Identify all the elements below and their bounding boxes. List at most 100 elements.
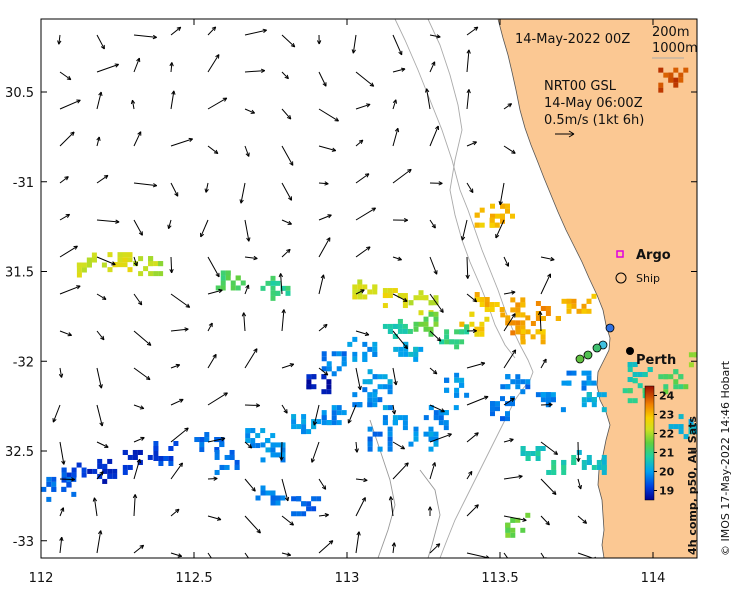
sst-pixel (627, 388, 633, 394)
sst-pixel (459, 377, 465, 383)
current-arrow (59, 71, 72, 81)
sst-pixel (730, 198, 735, 203)
sst-pixel (688, 424, 694, 430)
sst-pixel (561, 469, 567, 475)
sst-pixel (505, 374, 511, 380)
argo-marker-icon (616, 250, 624, 258)
sst-pixel (484, 307, 490, 313)
sst-pixel (275, 290, 281, 296)
sst-pixel (321, 420, 327, 426)
sst-pixel (331, 415, 337, 421)
sst-pixel (280, 442, 286, 448)
sst-pixel (270, 280, 276, 286)
sst-pixel (500, 416, 505, 422)
sst-pixel (479, 302, 485, 308)
sst-pixel (362, 284, 368, 290)
city-label: Perth (636, 353, 676, 368)
sst-pixel (704, 191, 709, 196)
sst-pixel (490, 203, 495, 209)
sst-pixel (566, 298, 572, 304)
sst-pixel (234, 459, 240, 465)
sst-pixel (250, 443, 256, 449)
sst-pixel (275, 442, 281, 448)
sst-pixel (81, 472, 87, 478)
sst-pixel (494, 222, 500, 228)
sst-pixel (367, 446, 373, 452)
current-arrow (429, 256, 438, 275)
sst-pixel (530, 320, 536, 326)
sst-pixel (688, 419, 694, 425)
sst-pixel (362, 351, 368, 357)
sst-pixel (382, 303, 388, 309)
current-arrow (466, 328, 477, 334)
sst-pixel (397, 323, 403, 329)
current-arrow (392, 34, 403, 56)
sst-pixel (591, 402, 597, 408)
sst-pixel (490, 401, 495, 407)
current-arrow (466, 49, 471, 73)
sst-pixel (250, 438, 256, 444)
current-arrow (355, 330, 370, 336)
sst-pixel (515, 307, 521, 313)
colorbar-tick-label: 19 (659, 485, 674, 498)
sst-pixel (270, 447, 276, 453)
current-arrow (281, 552, 292, 557)
sst-pixel (265, 438, 271, 444)
sst-pixel (428, 326, 434, 332)
current-arrow (239, 182, 246, 204)
current-arrow (207, 288, 223, 295)
sst-pixel (581, 380, 587, 386)
sst-pixel (484, 297, 490, 303)
sst-pixel (204, 432, 210, 438)
current-arrow (58, 367, 64, 378)
sst-pixel (551, 464, 557, 470)
sst-pixel (632, 362, 638, 368)
sst-pixel (693, 424, 697, 430)
sst-pixel (443, 425, 449, 431)
sst-pixel (525, 512, 531, 518)
sst-pixel (220, 275, 226, 281)
sst-pixel (46, 496, 52, 502)
current-arrow (207, 256, 220, 278)
sst-pixel (91, 257, 97, 263)
sst-pixel (143, 266, 149, 272)
current-arrow (318, 478, 327, 490)
sst-pixel (596, 464, 602, 470)
sst-pixel (270, 275, 276, 281)
sst-pixel (683, 434, 689, 440)
sst-pixel (158, 261, 164, 267)
sst-pixel (663, 374, 669, 380)
current-arrow (503, 313, 516, 332)
contour-200m (394, 19, 534, 558)
current-arrow (540, 273, 552, 295)
colorbar-label: 4h comp, p50, All Sats (686, 416, 699, 555)
sst-pixel (673, 369, 679, 375)
sst-pixel (230, 280, 236, 286)
sst-pixel (347, 341, 353, 347)
sst-pixel (724, 191, 729, 196)
current-arrow (133, 404, 145, 410)
sst-pixel (270, 290, 276, 296)
sst-pixel (270, 452, 276, 458)
sst-pixel (173, 441, 179, 446)
mooring-marker-icon (592, 343, 602, 353)
sst-pixel (76, 267, 82, 273)
current-arrow (133, 330, 152, 346)
sst-pixel (61, 472, 67, 478)
sst-pixel (566, 380, 572, 386)
current-arrow (576, 441, 581, 462)
sst-pixel (581, 308, 587, 314)
sst-pixel (678, 77, 684, 83)
sst-pixel (127, 252, 133, 258)
sst-pixel (515, 325, 521, 331)
sst-pixel (428, 300, 434, 306)
sst-pixel (270, 285, 276, 291)
sst-pixel (704, 201, 709, 206)
sst-pixel (499, 307, 505, 313)
current-arrow (204, 182, 209, 193)
sst-pixel (423, 295, 429, 301)
sst-pixel (576, 308, 582, 314)
current-arrow (244, 219, 251, 242)
sst-pixel (540, 329, 546, 335)
sst-pixel (260, 442, 266, 448)
